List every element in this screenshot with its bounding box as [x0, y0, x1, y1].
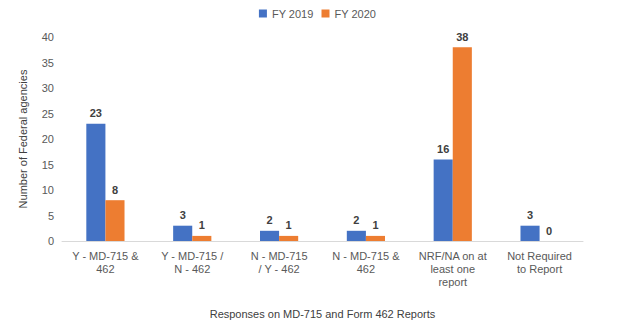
svg-text:30: 30 [42, 82, 54, 94]
svg-text:25: 25 [42, 108, 54, 120]
svg-text:/ Y - 462: / Y - 462 [258, 263, 299, 275]
svg-text:Y - MD-715 /: Y - MD-715 / [161, 250, 224, 262]
svg-text:N - MD-715 &: N - MD-715 & [332, 250, 400, 262]
svg-text:15: 15 [42, 159, 54, 171]
svg-text:to Report: to Report [517, 263, 562, 275]
svg-text:462: 462 [357, 263, 375, 275]
svg-text:3: 3 [180, 209, 186, 221]
svg-text:2: 2 [353, 214, 359, 226]
svg-text:FY 2020: FY 2020 [335, 8, 376, 20]
svg-text:23: 23 [90, 107, 102, 119]
svg-text:462: 462 [96, 263, 114, 275]
svg-text:38: 38 [456, 31, 468, 43]
svg-text:0: 0 [546, 225, 552, 237]
svg-text:40: 40 [42, 31, 54, 43]
svg-text:2: 2 [266, 214, 272, 226]
svg-text:Not Required: Not Required [507, 250, 572, 262]
svg-text:NRF/NA on at: NRF/NA on at [419, 250, 487, 262]
svg-text:FY 2019: FY 2019 [272, 8, 313, 20]
svg-text:N - 462: N - 462 [174, 263, 210, 275]
svg-text:3: 3 [527, 209, 533, 221]
svg-text:Number of Federal agencies: Number of Federal agencies [17, 69, 29, 208]
svg-text:report: report [438, 276, 467, 288]
svg-text:1: 1 [199, 219, 205, 231]
svg-text:Y - MD-715 &: Y - MD-715 & [72, 250, 139, 262]
svg-text:least one: least one [430, 263, 475, 275]
svg-text:1: 1 [372, 219, 378, 231]
svg-text:10: 10 [42, 184, 54, 196]
svg-text:N - MD-715: N - MD-715 [251, 250, 308, 262]
svg-text:1: 1 [286, 219, 292, 231]
svg-text:0: 0 [48, 235, 54, 247]
svg-text:20: 20 [42, 133, 54, 145]
svg-text:5: 5 [48, 210, 54, 222]
svg-text:8: 8 [112, 184, 118, 196]
svg-text:Responses on MD-715 and Form 4: Responses on MD-715 and Form 462 Reports [210, 308, 436, 320]
svg-text:35: 35 [42, 57, 54, 69]
svg-text:16: 16 [437, 143, 449, 155]
